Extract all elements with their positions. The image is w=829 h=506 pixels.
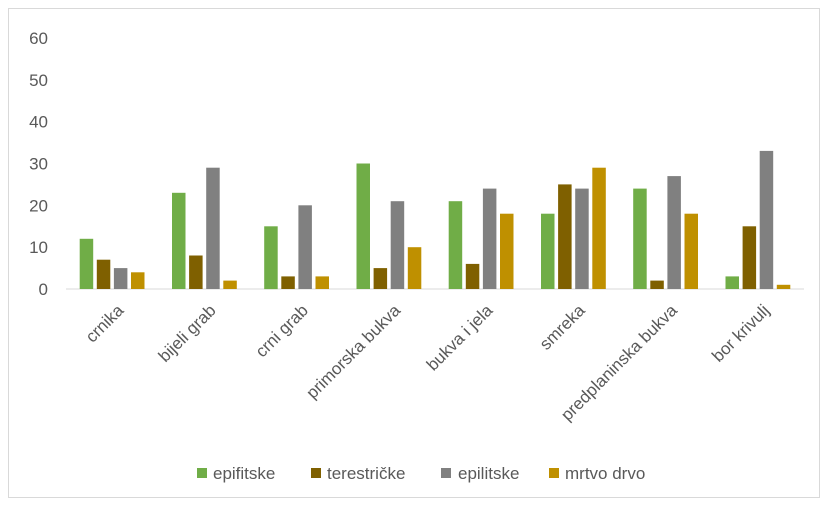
legend-swatch [197, 468, 207, 478]
legend-label: terestričke [327, 464, 405, 483]
legend-swatch [441, 468, 451, 478]
bar-epifitske-4 [448, 201, 463, 289]
bar-mrtvo-drvo-4 [500, 213, 514, 289]
bar-terestričke-4 [465, 263, 480, 289]
bar-epilitske-2 [298, 205, 312, 289]
category-label: bukva i jela [423, 301, 497, 375]
legend-label: epilitske [458, 464, 519, 483]
bar-terestričke-7 [742, 226, 757, 290]
bar-terestričke-0 [96, 259, 111, 289]
y-tick-label: 20 [29, 196, 48, 215]
bar-epilitske-5 [575, 188, 589, 289]
y-tick-label: 60 [29, 29, 48, 48]
bar-epilitske-0 [113, 268, 128, 289]
bar-epilitske-4 [482, 188, 497, 289]
y-tick-label: 40 [29, 113, 48, 132]
bar-mrtvo-drvo-7 [776, 284, 791, 289]
bar-epifitske-1 [172, 192, 186, 289]
y-axis-ticks: 0 10 20 30 40 50 60 [29, 29, 48, 299]
legend: epifitske terestričke epilitske mrtvo drvo [197, 464, 645, 483]
bar-epifitske-3 [356, 163, 370, 289]
category-label: smreka [536, 300, 589, 353]
bar-mrtvo-drvo-1 [223, 280, 237, 289]
bar-epilitske-3 [390, 201, 405, 289]
y-tick-label: 30 [29, 155, 48, 174]
bar-mrtvo-drvo-0 [131, 272, 145, 289]
bar-epilitske-1 [206, 167, 220, 289]
bar-terestričke-6 [650, 280, 664, 289]
bar-mrtvo-drvo-2 [315, 276, 329, 289]
bar-epifitske-2 [264, 226, 278, 290]
y-tick-label: 0 [39, 280, 48, 299]
bars [79, 150, 791, 290]
bar-epifitske-5 [541, 213, 555, 289]
bar-terestričke-5 [558, 184, 572, 289]
bar-terestričke-1 [189, 255, 203, 289]
category-label: crnika [82, 301, 128, 347]
legend-label: epifitske [213, 464, 275, 483]
category-label: crni grab [252, 301, 312, 361]
bar-epilitske-6 [667, 176, 681, 289]
category-label: bor krivulj [708, 301, 773, 366]
bar-epifitske-0 [79, 238, 94, 289]
legend-swatch [549, 468, 559, 478]
legend-label: mrtvo drvo [565, 464, 645, 483]
bar-terestričke-3 [373, 268, 388, 289]
bar-epifitske-7 [725, 276, 739, 289]
bar-mrtvo-drvo-6 [684, 213, 698, 289]
bar-mrtvo-drvo-3 [407, 247, 422, 289]
chart-frame: 0 10 20 30 40 50 60 crnika bijeli grab crni grab… [8, 8, 820, 498]
category-label: bijeli grab [155, 301, 220, 366]
bar-epifitske-6 [633, 188, 647, 289]
bar-chart: 0 10 20 30 40 50 60 crnika bijeli grab crni grab… [29, 29, 804, 483]
legend-swatch [311, 468, 321, 478]
y-tick-label: 10 [29, 238, 48, 257]
y-tick-label: 50 [29, 71, 48, 90]
bar-terestričke-2 [281, 276, 295, 289]
category-label: primorska bukva [303, 300, 405, 402]
bar-epilitske-7 [759, 150, 774, 289]
bar-mrtvo-drvo-5 [592, 167, 606, 289]
